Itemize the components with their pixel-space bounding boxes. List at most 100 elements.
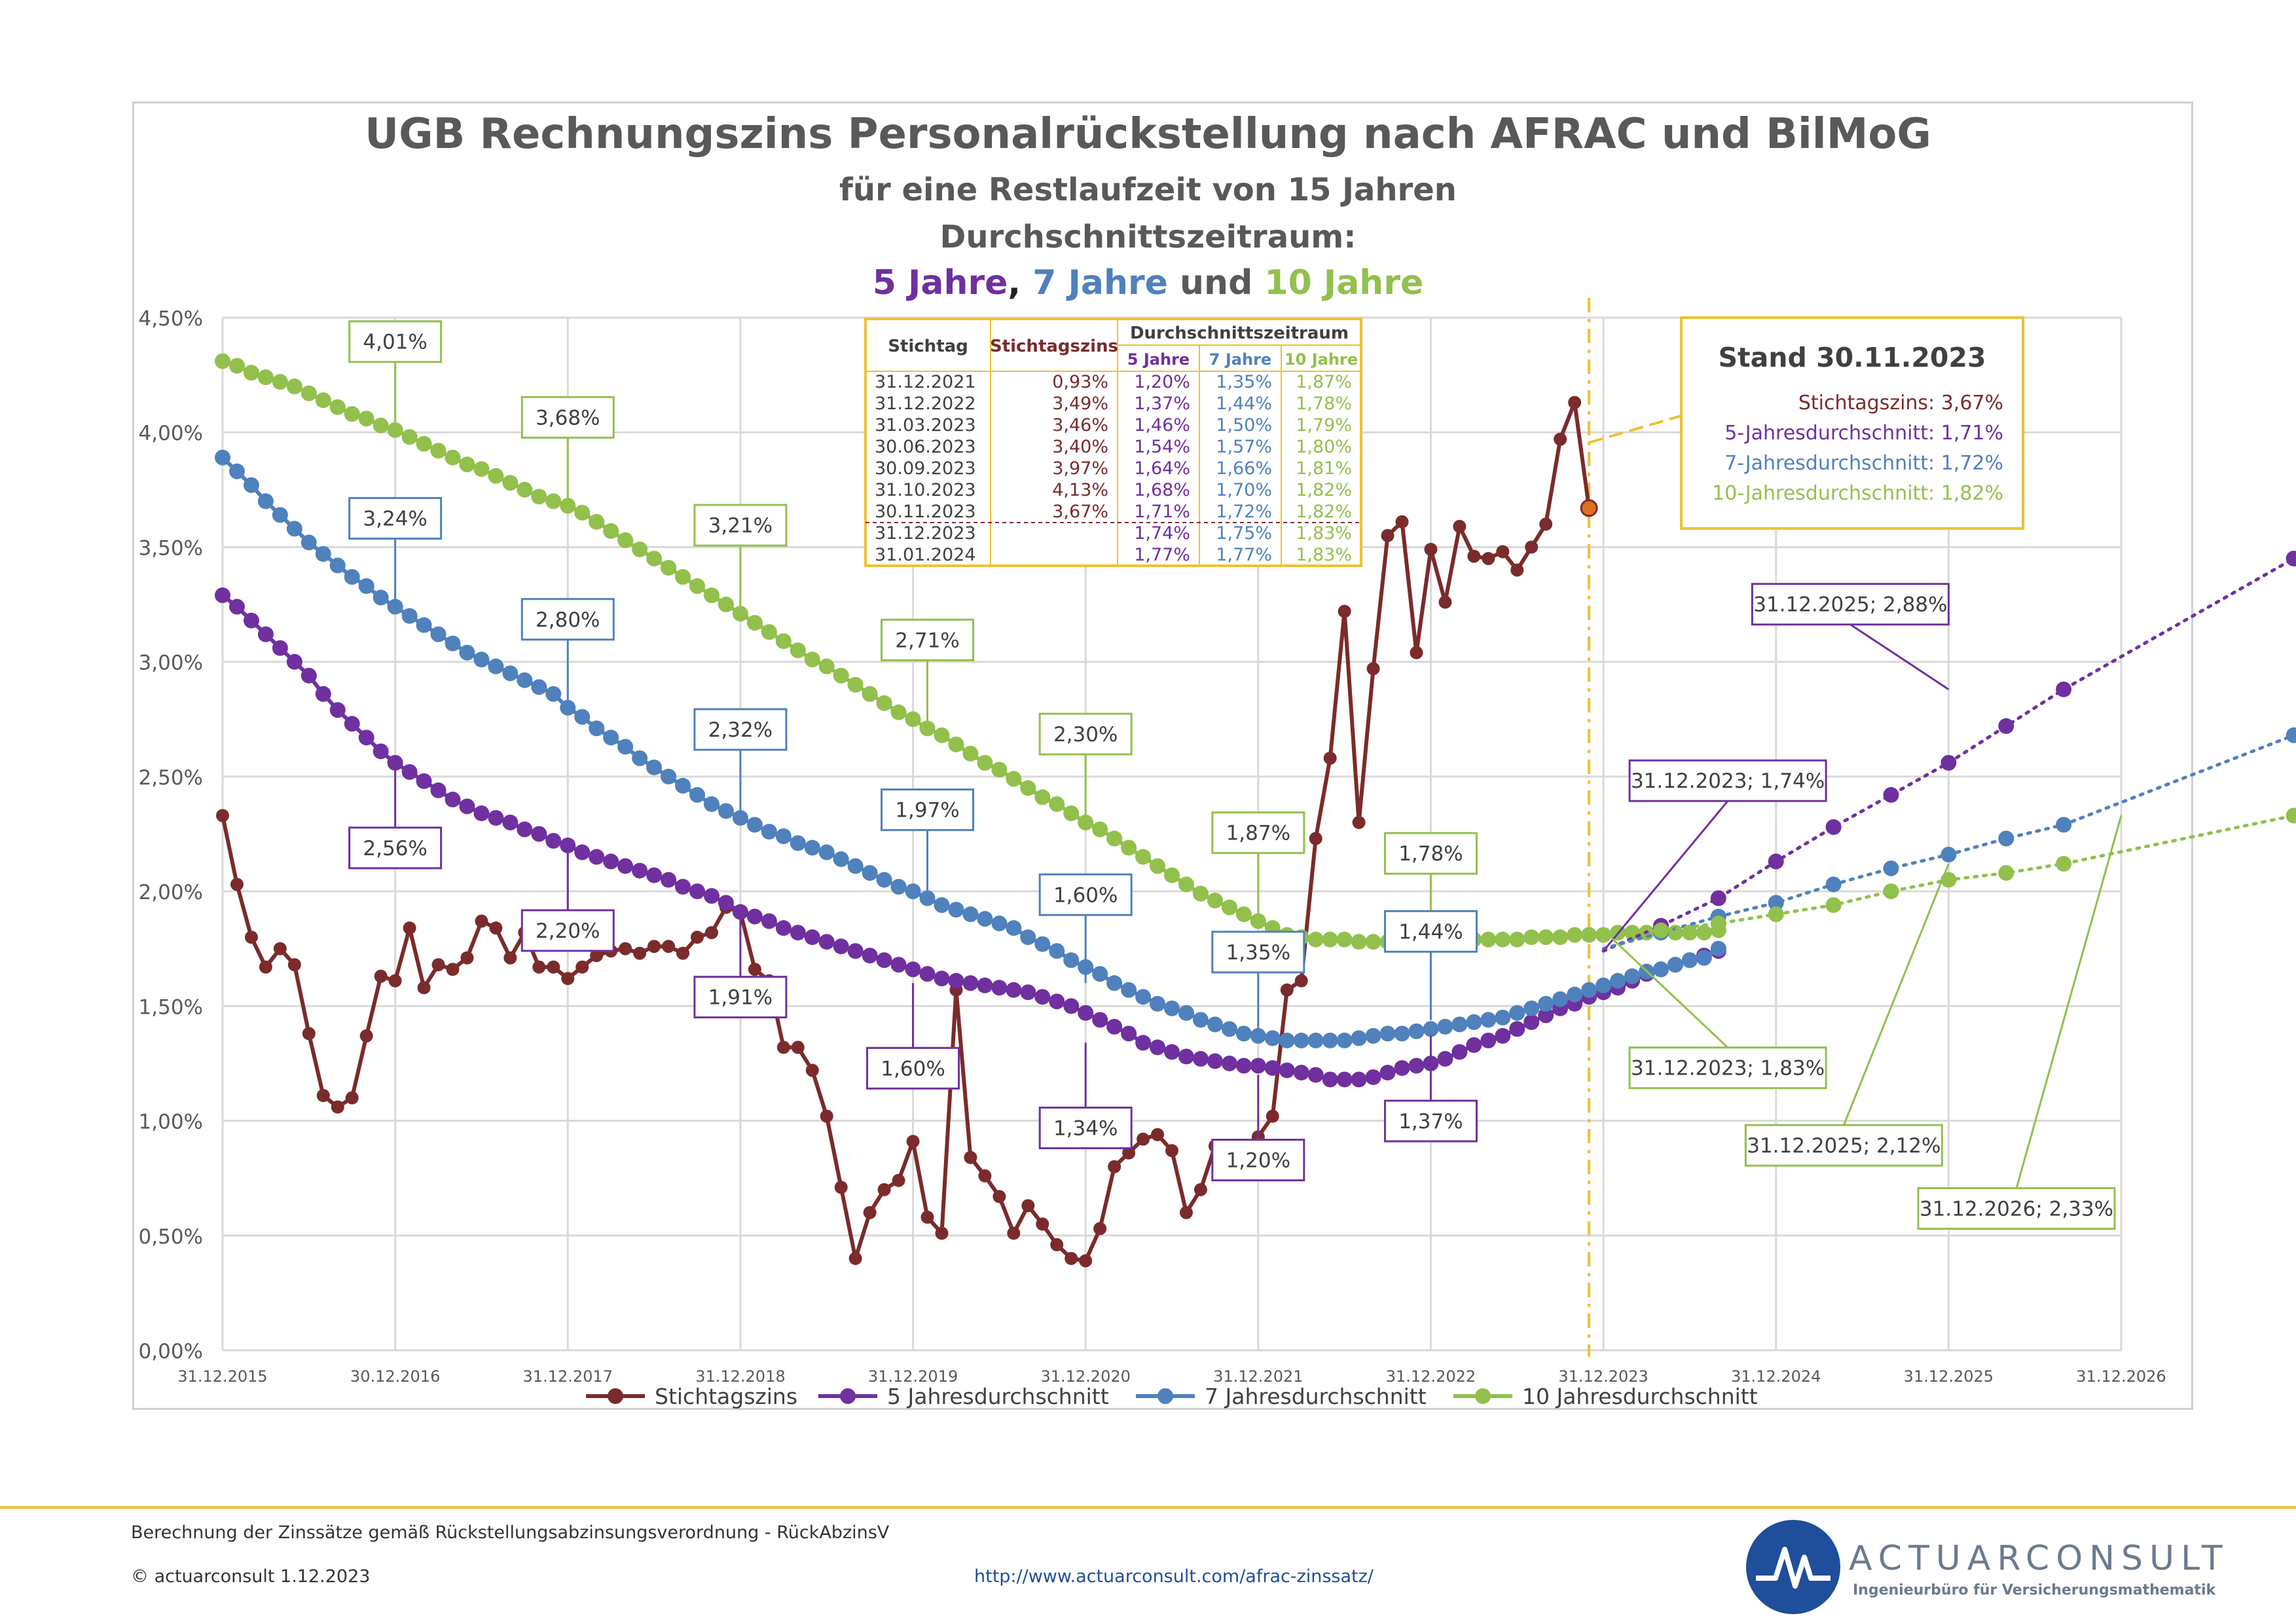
data-point (473, 461, 490, 477)
table-cell: 4,13% (1052, 480, 1108, 500)
data-point (804, 652, 820, 668)
data-point (531, 489, 547, 505)
data-point (373, 589, 389, 606)
callout-leader (1850, 623, 1950, 690)
table-cell: 30.06.2023 (875, 437, 976, 457)
callout-label: 3,68% (536, 406, 600, 430)
data-point (703, 888, 720, 904)
data-point (1453, 519, 1467, 533)
data-point (790, 925, 806, 941)
callout-label: 2,80% (536, 608, 600, 632)
data-point (1423, 1021, 1439, 1037)
data-point (1710, 940, 1726, 957)
legend-marker (1475, 1388, 1491, 1404)
data-point (1336, 1032, 1353, 1048)
callout-box (520, 909, 615, 952)
data-point (718, 895, 734, 911)
data-point (1036, 1217, 1049, 1231)
callout-box (1751, 583, 1950, 626)
data-point (272, 507, 288, 523)
projection-point (1768, 853, 1784, 870)
data-point (804, 840, 820, 856)
callout-box (881, 788, 975, 832)
x-tick-label: 31.12.2023 (1558, 1367, 1648, 1386)
data-point (1150, 995, 1166, 1012)
data-point (761, 913, 777, 929)
data-point (862, 686, 878, 702)
data-point (1379, 1064, 1396, 1080)
data-point (662, 940, 676, 953)
callout-label: 1,44% (1398, 920, 1463, 944)
table-header-7y: 7 Jahre (1209, 350, 1271, 369)
data-point (532, 960, 546, 974)
data-point (919, 966, 936, 982)
data-point (1092, 821, 1108, 838)
table-header-zins: Stichtagszins (990, 337, 1118, 356)
data-point (818, 934, 835, 950)
data-point (459, 798, 475, 815)
footer-url-link[interactable]: http://www.actuarconsult.com/afrac-zinss… (974, 1566, 1374, 1587)
data-point (401, 608, 418, 624)
callout-box (1211, 1138, 1305, 1181)
data-point (948, 736, 964, 752)
y-tick-label: 0,00% (139, 1340, 203, 1363)
data-point (964, 1151, 977, 1164)
callout-box (348, 497, 443, 540)
info-box-line: 10-Jahresdurchschnitt: 1,82% (1712, 482, 2003, 505)
data-point (1437, 1050, 1453, 1067)
x-tick-label: 31.12.2019 (868, 1367, 958, 1386)
data-point (1192, 1012, 1209, 1028)
data-point (1006, 771, 1022, 787)
data-point (1021, 1199, 1035, 1213)
data-point (1552, 991, 1569, 1007)
data-point (401, 764, 418, 780)
table-cell: 1,37% (1134, 394, 1190, 414)
data-point (286, 378, 302, 395)
data-point (502, 814, 519, 830)
data-point (676, 946, 690, 960)
data-point (358, 411, 374, 427)
callout-box (693, 976, 788, 1019)
table-cell: 1,72% (1216, 502, 1272, 522)
data-point (617, 739, 634, 755)
data-point (633, 946, 647, 960)
projection-point (1998, 718, 2014, 734)
data-point (1395, 515, 1409, 528)
data-point (459, 456, 475, 473)
callout-label: 3,21% (708, 514, 773, 538)
data-point (877, 1183, 891, 1196)
table-cell: 1,66% (1216, 458, 1272, 479)
data-point (531, 679, 547, 695)
callout-box (693, 708, 788, 751)
data-point (1150, 1039, 1166, 1056)
projection-line-2 (1601, 813, 2296, 932)
data-point (847, 858, 864, 874)
data-point (1338, 604, 1351, 618)
data-point (632, 750, 648, 766)
data-point (675, 777, 691, 794)
legend-label: 7 Jahresdurchschnitt (1205, 1384, 1427, 1409)
data-point (691, 931, 704, 944)
data-point (619, 942, 632, 955)
callout-box (1211, 811, 1305, 855)
data-point (1509, 931, 1525, 948)
data-point (345, 1091, 359, 1105)
data-point (1539, 517, 1553, 531)
data-point (244, 931, 258, 944)
data-point (374, 969, 388, 983)
data-point (934, 970, 950, 987)
data-table (864, 318, 1362, 567)
callout-label: 2,32% (708, 718, 773, 742)
data-point (804, 929, 820, 946)
data-point (1106, 1018, 1123, 1035)
table-header-durchschnitt: Durchschnittszeitraum (1130, 323, 1349, 343)
data-point (761, 624, 777, 640)
data-point (746, 817, 763, 833)
data-point (301, 534, 317, 551)
data-point (1093, 1222, 1107, 1236)
data-point (1466, 1037, 1482, 1053)
data-point (488, 658, 504, 674)
data-point (287, 958, 301, 972)
data-point (315, 545, 331, 562)
